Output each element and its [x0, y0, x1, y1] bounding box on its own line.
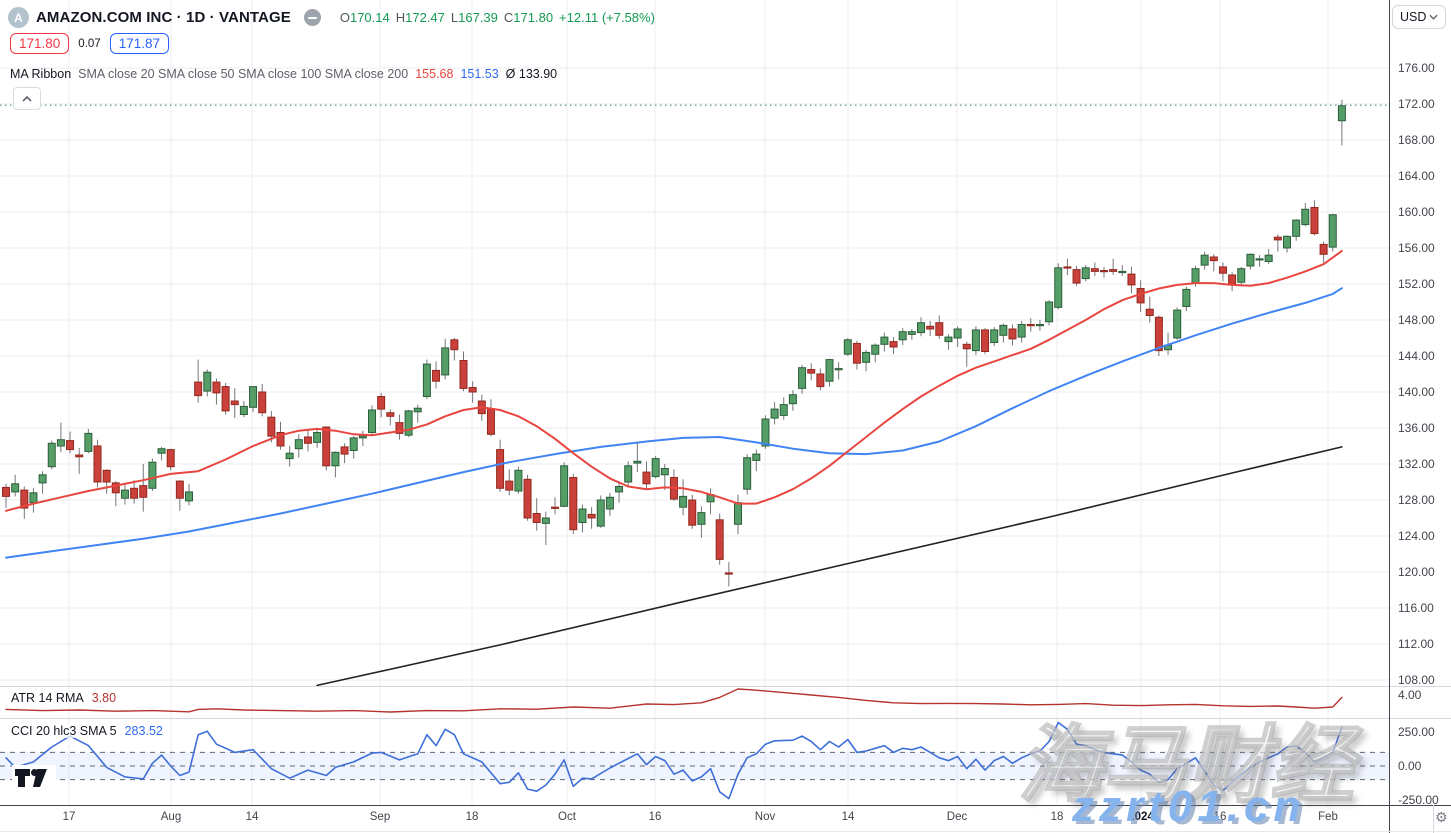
time-tick-label: 18	[465, 811, 479, 823]
price-tick-label: 128.00	[1398, 493, 1435, 507]
price-tick-label: 148.00	[1398, 313, 1435, 327]
price-tick-label: 160.00	[1398, 205, 1435, 219]
price-tick-label: 168.00	[1398, 133, 1435, 147]
cci-tick-label: 0.00	[1398, 759, 1422, 773]
high-label: H	[395, 10, 406, 25]
chart-header: A AMAZON.COM INC · 1D · VANTAGE O170.14 …	[8, 7, 655, 28]
price-tick-label: 112.00	[1398, 637, 1434, 651]
price-tick-label: 152.00	[1398, 277, 1435, 291]
collapse-legend-button[interactable]	[13, 87, 41, 110]
price-tick-label: 172.00	[1398, 97, 1435, 111]
atr-legend: ATR 14 RMA 3.80	[8, 691, 120, 705]
symbol-logo-icon: A	[8, 7, 29, 28]
price-tick-label: 136.00	[1398, 421, 1435, 435]
ma-ribbon-params: SMA close 20 SMA close 50 SMA close 100 …	[78, 67, 409, 81]
spread-value: 0.07	[78, 37, 101, 50]
high-value: 172.47	[405, 10, 445, 25]
low-value: 167.39	[458, 10, 498, 25]
price-tick-label: 108.00	[1398, 673, 1435, 687]
time-tick-label: 14	[245, 811, 259, 823]
time-tick-label: 16	[1213, 811, 1227, 823]
cci-tick-label: 250.00	[1398, 725, 1435, 739]
open-value: 170.14	[349, 10, 390, 25]
chevron-down-icon	[1429, 14, 1438, 20]
time-tick-label: Sep	[369, 811, 391, 823]
currency-label: USD	[1400, 10, 1427, 24]
close-value: 171.80	[513, 10, 554, 25]
time-tick-label: Aug	[160, 811, 182, 823]
symbol-title[interactable]: AMAZON.COM INC · 1D · VANTAGE	[36, 9, 291, 26]
time-tick-label: Nov	[754, 811, 776, 823]
time-tick-label: 2024	[1128, 811, 1154, 823]
ohlc-readout: O170.14 H172.47 L167.39 C171.80 +12.11 (…	[340, 10, 655, 25]
time-tick-label: Feb	[1318, 811, 1338, 823]
chevron-up-icon	[22, 95, 32, 102]
price-tick-label: 116.00	[1398, 601, 1434, 615]
price-tick-label: 120.00	[1398, 565, 1435, 579]
sma200-value: Ø 133.90	[505, 67, 558, 81]
time-tick-label: 18	[1050, 811, 1064, 823]
minus-circle-icon[interactable]	[303, 9, 321, 26]
time-tick-label: 16	[648, 811, 662, 823]
time-tick-label: 17	[62, 811, 76, 823]
time-tick-label: 14	[841, 811, 855, 823]
price-tick-label: 156.00	[1398, 241, 1435, 255]
close-label: C	[503, 10, 514, 25]
ma-ribbon-label[interactable]: MA Ribbon	[10, 67, 72, 81]
currency-dropdown[interactable]: USD	[1392, 5, 1446, 29]
atr-label[interactable]: ATR 14 RMA	[11, 691, 84, 705]
buy-button[interactable]: 171.87	[109, 33, 169, 54]
price-tick-label: 124.00	[1398, 529, 1435, 543]
cci-tick-label: -250.00	[1398, 793, 1439, 807]
gear-icon[interactable]: ⚙	[1435, 809, 1448, 825]
sma20-value: 155.68	[415, 67, 454, 81]
cci-label[interactable]: CCI 20 hlc3 SMA 5	[11, 724, 117, 738]
sma50-value: 151.53	[460, 67, 499, 81]
cci-legend: CCI 20 hlc3 SMA 5 283.52	[8, 724, 166, 738]
price-tick-label: 176.00	[1398, 61, 1435, 75]
price-tick-label: 164.00	[1398, 169, 1435, 183]
ma-ribbon-legend: MA Ribbon SMA close 20 SMA close 50 SMA …	[10, 67, 557, 81]
price-tick-label: 140.00	[1398, 385, 1435, 399]
open-label: O	[339, 10, 350, 25]
time-tick-label: Dec	[946, 811, 968, 823]
change-value: +12.11 (+7.58%)	[559, 10, 655, 25]
low-label: L	[450, 10, 459, 25]
time-tick-label: Oct	[558, 811, 576, 823]
tradingview-logo-icon[interactable]	[12, 765, 56, 796]
atr-value: 3.80	[91, 691, 117, 705]
atr-tick-label: 4.00	[1398, 688, 1422, 702]
cci-value: 283.52	[124, 724, 163, 738]
price-tick-label: 144.00	[1398, 349, 1435, 363]
trade-buttons: 171.80 0.07 171.87	[10, 33, 169, 54]
sell-button[interactable]: 171.80	[10, 33, 70, 54]
price-tick-label: 132.00	[1398, 457, 1435, 471]
